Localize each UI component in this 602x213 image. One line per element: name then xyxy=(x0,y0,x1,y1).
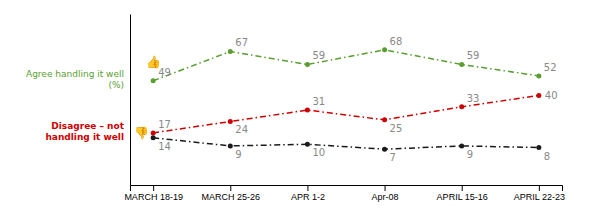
annotation: handling it well xyxy=(45,132,124,142)
data-point xyxy=(382,147,387,152)
data-label: 7 xyxy=(390,152,396,163)
x-tick: MARCH 18-19 xyxy=(124,185,183,202)
series-line xyxy=(153,138,539,149)
x-tick: APRIL 15-16 xyxy=(437,185,488,202)
data-labels: 49675968595217243125334014910798 xyxy=(158,36,557,163)
data-label: 52 xyxy=(544,62,557,73)
x-tick-label: Apr-08 xyxy=(372,192,399,202)
annotation: 👍 xyxy=(146,55,161,69)
data-label: 59 xyxy=(467,50,480,61)
data-label: 31 xyxy=(312,96,325,107)
data-label: 40 xyxy=(545,90,558,101)
annotation: Disagree – not xyxy=(51,121,124,131)
data-point xyxy=(151,130,156,135)
chart-container: MARCH 18-19 MARCH 25-26 APR 1-2 Apr-08 APRIL… xyxy=(0,0,602,213)
data-point xyxy=(459,143,464,148)
data-point xyxy=(459,104,464,109)
annotations: Agree handling it well(%) Disagree – noth… xyxy=(26,55,161,142)
data-point xyxy=(305,142,310,147)
x-tick-mark xyxy=(230,185,231,191)
data-label: 10 xyxy=(312,147,325,158)
x-tick: Apr-08 xyxy=(372,185,399,202)
data-label: 14 xyxy=(158,141,171,152)
data-label: 33 xyxy=(467,93,480,104)
x-tick-label: APR 1-2 xyxy=(291,192,325,202)
x-tick: APR 1-2 xyxy=(291,185,325,202)
x-tick-mark xyxy=(539,185,540,191)
data-point xyxy=(151,135,156,140)
y-axis xyxy=(130,15,131,186)
x-tick-mark xyxy=(385,185,386,191)
data-point xyxy=(536,93,541,98)
x-tick: MARCH 25-26 xyxy=(202,185,261,202)
data-label: 59 xyxy=(312,50,325,61)
data-label: 24 xyxy=(235,124,248,135)
data-point xyxy=(228,49,233,54)
data-label: 25 xyxy=(390,123,403,134)
series-line xyxy=(153,50,539,81)
data-point xyxy=(151,78,156,83)
data-point xyxy=(536,145,541,150)
data-point xyxy=(305,62,310,67)
data-label: 67 xyxy=(235,37,248,48)
y-axis-line xyxy=(130,15,131,186)
data-point xyxy=(459,62,464,67)
x-tick-label: APRIL 15-16 xyxy=(437,192,488,202)
x-tick-mark xyxy=(307,185,308,191)
annotation: Agree handling it well xyxy=(26,69,124,79)
x-axis-line xyxy=(131,186,563,192)
x-tick-label: APRIL 22-23 xyxy=(514,192,565,202)
data-point xyxy=(305,108,310,113)
data-point xyxy=(228,119,233,124)
plot-marks xyxy=(151,47,542,151)
x-tick-mark xyxy=(462,185,463,191)
data-point xyxy=(228,143,233,148)
x-tick-mark xyxy=(153,185,154,191)
data-label: 68 xyxy=(390,36,403,47)
annotation: 👎 xyxy=(134,126,149,140)
x-tick-label: MARCH 18-19 xyxy=(124,192,183,202)
data-point xyxy=(536,73,541,78)
series-line xyxy=(153,95,539,132)
annotation: (%) xyxy=(108,80,124,90)
x-tick-label: MARCH 25-26 xyxy=(202,192,261,202)
data-label: 8 xyxy=(544,151,550,162)
data-label: 17 xyxy=(158,119,171,130)
data-point xyxy=(382,47,387,52)
x-axis: MARCH 18-19 MARCH 25-26 APR 1-2 Apr-08 APRIL… xyxy=(124,185,565,202)
x-tick: APRIL 22-23 xyxy=(514,185,565,202)
chart: MARCH 18-19 MARCH 25-26 APR 1-2 Apr-08 APRIL… xyxy=(0,0,602,213)
data-point xyxy=(382,117,387,122)
data-label: 9 xyxy=(467,149,473,160)
data-label: 9 xyxy=(235,149,241,160)
